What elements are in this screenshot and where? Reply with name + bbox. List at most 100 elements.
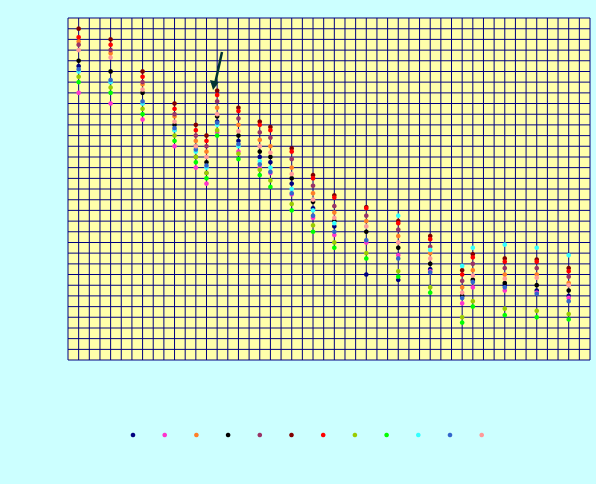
data-point: [108, 101, 113, 106]
data-point: [310, 176, 316, 181]
data-point: [236, 151, 241, 157]
data-point: [470, 251, 476, 257]
data-point: [108, 50, 113, 56]
data-point: [502, 242, 508, 247]
data-point: [502, 312, 508, 318]
data-point: [76, 74, 81, 80]
data-point: [395, 256, 401, 261]
data-point: [193, 154, 199, 160]
data-point: [534, 308, 540, 314]
data-point: [470, 304, 476, 309]
data-point: [108, 42, 113, 48]
data-point: [363, 238, 369, 243]
data-point: [257, 158, 263, 164]
data-point: [268, 154, 273, 160]
data-point: [566, 298, 571, 304]
legend-marker: [320, 432, 326, 438]
data-point: [289, 186, 295, 192]
data-point: [193, 143, 199, 149]
arrow-head: [210, 80, 219, 90]
data-point: [363, 229, 369, 235]
data-point: [470, 255, 476, 260]
data-point: [395, 220, 401, 226]
data-point: [236, 156, 241, 162]
data-point: [193, 147, 199, 152]
data-point: [470, 273, 476, 278]
data-point: [289, 149, 295, 154]
legend-marker: [194, 432, 199, 438]
data-point: [566, 274, 571, 279]
data-point: [459, 290, 465, 295]
data-point: [257, 143, 263, 149]
data-point: [289, 146, 295, 151]
data-point: [193, 138, 199, 144]
data-point: [214, 127, 220, 133]
data-point: [470, 261, 476, 267]
data-point: [534, 291, 540, 297]
data-point: [332, 240, 337, 245]
data-point: [172, 101, 177, 106]
legend-marker: [225, 432, 231, 438]
data-point: [395, 233, 401, 239]
data-point: [204, 170, 209, 176]
data-point: [140, 117, 145, 122]
data-point: [257, 162, 263, 167]
data-point: [395, 240, 401, 245]
data-point: [363, 272, 369, 277]
legend-marker: [352, 432, 358, 438]
data-point: [236, 116, 241, 121]
data-point: [172, 119, 177, 124]
data-point: [427, 244, 433, 250]
data-point: [108, 77, 113, 83]
data-point: [395, 227, 401, 232]
data-point: [459, 314, 465, 320]
data-point: [257, 172, 263, 178]
data-point: [193, 165, 199, 170]
data-point: [236, 128, 241, 134]
data-point: [459, 272, 465, 277]
data-point: [214, 92, 220, 98]
legend-marker: [257, 432, 263, 438]
data-point: [76, 63, 81, 69]
data-point: [289, 201, 295, 207]
data-point: [204, 133, 209, 138]
data-point: [268, 135, 273, 140]
data-point: [470, 245, 476, 251]
data-point: [214, 133, 220, 138]
data-point: [502, 280, 508, 286]
data-point: [76, 58, 81, 64]
data-point: [310, 213, 316, 219]
data-point: [268, 169, 273, 175]
data-point: [363, 250, 369, 256]
data-point: [108, 37, 113, 42]
data-point: [76, 42, 81, 48]
data-point: [310, 223, 316, 228]
data-point: [204, 143, 209, 149]
data-point: [289, 190, 295, 196]
data-point: [268, 150, 273, 155]
data-point: [204, 159, 209, 165]
grid: [67, 17, 591, 361]
data-point: [427, 233, 433, 239]
data-point: [140, 74, 145, 80]
data-point: [470, 279, 476, 285]
data-point: [459, 267, 465, 273]
data-point: [289, 156, 295, 162]
data-point: [459, 285, 465, 290]
data-point: [108, 85, 113, 90]
data-point: [172, 111, 177, 117]
data-point: [332, 210, 337, 215]
data-point: [204, 154, 209, 160]
data-point: [172, 106, 177, 112]
data-point: [204, 149, 209, 154]
data-point: [427, 247, 433, 253]
data-point: [459, 263, 465, 269]
data-point: [108, 69, 113, 74]
data-point: [214, 99, 220, 104]
data-point: [140, 79, 145, 85]
data-point: [534, 265, 540, 271]
data-point: [395, 277, 401, 283]
data-point: [289, 208, 295, 213]
